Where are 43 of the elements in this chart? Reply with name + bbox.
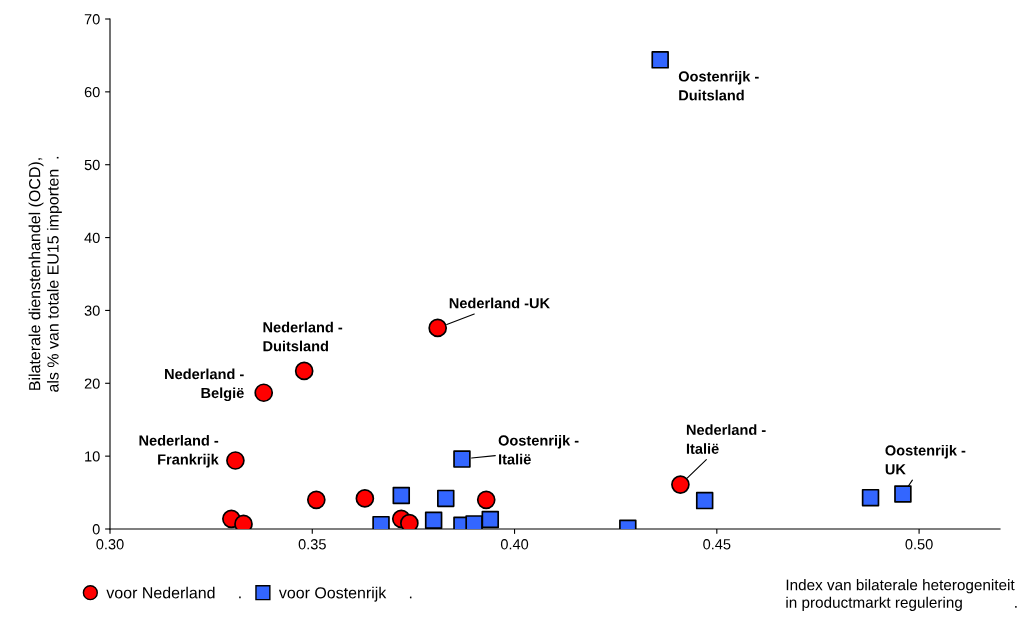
x-tick-label: 0.35 (298, 539, 326, 550)
x-tick-label: 0.40 (500, 539, 529, 550)
point (428, 318, 448, 338)
x-tick-label: 0.50 (905, 539, 933, 550)
point (861, 488, 880, 507)
y-tick-label: 40 (84, 232, 100, 243)
point (437, 489, 455, 508)
point (695, 491, 714, 510)
annotation: Nederland -UK (449, 297, 550, 309)
annotation: Oostenrijk - Duitsland (678, 70, 759, 101)
y-tick-label: 50 (84, 159, 100, 171)
y-tick-label: 0 (92, 524, 100, 535)
point (465, 515, 483, 529)
annotation: Nederland - Italië (686, 424, 766, 454)
annotation: Nederland - Duitsland (263, 321, 343, 352)
point (671, 475, 690, 494)
point (226, 451, 245, 470)
point (294, 361, 314, 381)
y-tick-label: 10 (85, 451, 100, 462)
point (651, 51, 669, 69)
annotation: Nederland - Frankrijk (139, 434, 219, 468)
point (392, 486, 411, 505)
y-tick-label: 60 (84, 86, 100, 98)
y-tick-label: 20 (84, 378, 100, 389)
annotation: Oostenrijk - UK (885, 444, 966, 475)
y-axis-title: Bilaterale dienstenhandel (OCD), als % van totale EU15 importen . (28, 156, 62, 392)
point (424, 511, 443, 529)
annotation: Oostenrijk - Italië (498, 434, 579, 465)
point (453, 450, 471, 468)
point (481, 510, 500, 529)
point (894, 485, 912, 503)
y-tick-label: 70 (84, 14, 100, 25)
point (355, 489, 375, 508)
legend-label: voor Nederland . (106, 586, 241, 599)
point (306, 490, 326, 510)
x-tick-label: 0.45 (703, 539, 731, 550)
point (476, 490, 496, 510)
annotation: Nederland - België (165, 368, 244, 402)
x-tick-label: 0.30 (96, 539, 124, 550)
x-axis-title: Index van bilaterale heterogeniteit in productmarkt regulering . (786, 579, 1017, 611)
y-tick-label: 30 (84, 305, 100, 316)
point (254, 383, 274, 403)
legend-label: voor Oostenrijk . (278, 586, 412, 602)
